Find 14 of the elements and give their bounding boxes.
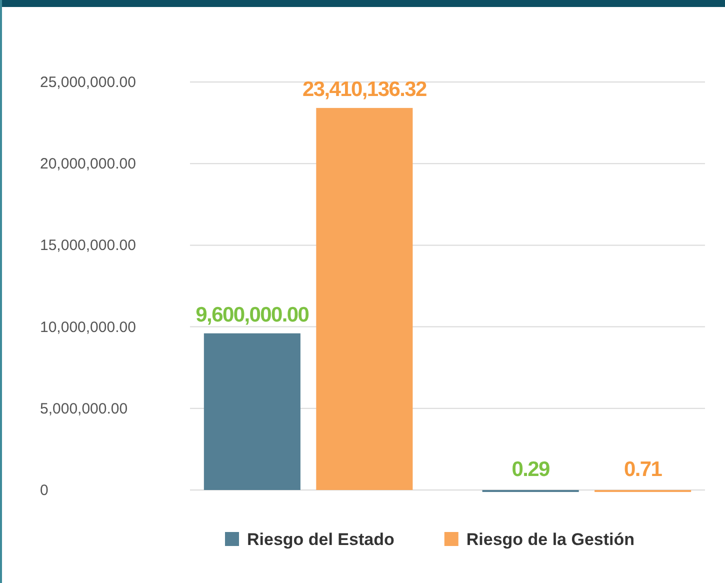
y-tick-label: 15,000,000.00: [40, 237, 136, 254]
data-label: 0.29: [512, 458, 550, 481]
data-label: 23,410,136.32: [302, 78, 426, 101]
data-label: 0.71: [624, 458, 663, 481]
legend-label: Riesgo del Estado: [247, 530, 394, 549]
y-tick-label: 20,000,000.00: [40, 156, 136, 173]
y-tick-label: 5,000,000.00: [40, 400, 128, 418]
y-tick-label: 10,000,000.00: [40, 318, 136, 336]
legend-label: Riesgo de la Gestión: [466, 530, 635, 549]
bar: [316, 108, 413, 490]
y-tick-label: 25,000,000.00: [40, 74, 136, 91]
bar: [204, 333, 300, 490]
y-tick-label: 0: [40, 482, 48, 499]
data-label: 9,600,000.00: [196, 303, 309, 326]
